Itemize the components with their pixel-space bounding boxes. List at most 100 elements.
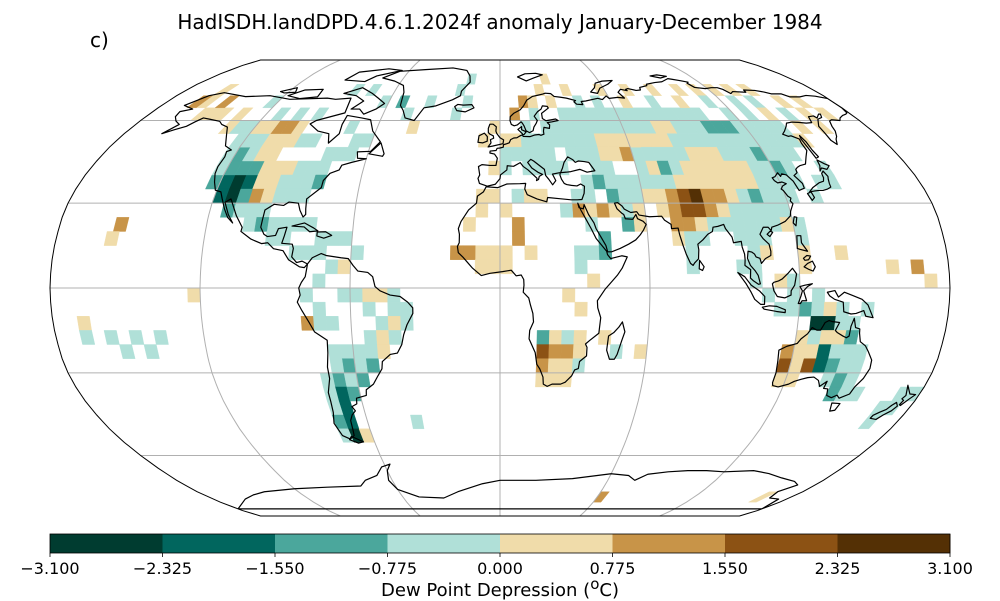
anomaly-cell [574, 259, 588, 275]
anomaly-cell [410, 414, 425, 430]
map-frame [49, 59, 951, 517]
coastline-tasmania [829, 402, 841, 412]
anomaly-cell [499, 133, 512, 148]
anomaly-cell [466, 73, 477, 85]
coastlines [161, 67, 917, 510]
anomaly-cell [595, 202, 610, 218]
anomaly-cell [671, 231, 686, 246]
coastline-novaya-zemlya [590, 79, 613, 94]
coastline-hokkaido [816, 159, 830, 172]
anomaly-cell [327, 344, 343, 359]
anomaly-cell [362, 287, 376, 303]
coastline-north-america [161, 92, 381, 269]
anomaly-cell [489, 120, 501, 134]
colorbar-label: Dew Point Depression (oC) [381, 575, 619, 601]
colorbar-tick-label: −2.325 [132, 559, 193, 578]
anomaly-cell [733, 231, 748, 246]
anomaly-cell [304, 133, 323, 148]
anomaly-cell [143, 344, 160, 359]
coastline-taiwan [792, 216, 798, 227]
anomaly-cell [423, 95, 438, 109]
colorbar-tick-label: −3.100 [20, 559, 80, 578]
anomaly-cell [342, 146, 360, 162]
anomaly-cell [670, 95, 691, 109]
anomaly-cell [511, 188, 525, 204]
anomaly-cell [313, 245, 327, 260]
anomaly-cell [461, 95, 474, 109]
coastline-kyushu [806, 191, 816, 201]
coastline-visayas [802, 254, 812, 261]
anomaly-cell [670, 217, 685, 232]
anomaly-cell [655, 202, 671, 218]
coastline-new-zealand-north [898, 384, 917, 407]
anomaly-cell [509, 107, 521, 121]
coastline-australia [771, 317, 873, 399]
anomaly-cell [337, 287, 351, 303]
anomaly-cell [499, 245, 513, 260]
coastline-madagascar [606, 321, 626, 360]
anomaly-cell [643, 95, 662, 109]
coastline-newfoundland [368, 142, 385, 157]
coastline-new-zealand-south [869, 401, 898, 421]
anomaly-cell [667, 84, 690, 96]
anomaly-cell [375, 316, 389, 331]
coastline-svalbard [516, 72, 543, 82]
anomaly-cell [311, 174, 328, 190]
coastline-tierra-del-fuego [348, 435, 365, 444]
anomaly-cell [538, 73, 551, 85]
anomaly-cell [748, 491, 778, 503]
anomaly-cell [387, 316, 402, 331]
anomaly-cell [474, 245, 488, 260]
anomaly-cell [362, 301, 376, 317]
anomaly-cell [475, 202, 489, 218]
anomaly-cell [570, 188, 585, 204]
anomaly-cell [211, 84, 240, 96]
anomaly-cell [312, 301, 327, 317]
coastline-borneo [771, 267, 798, 299]
anomaly-cell [598, 330, 612, 345]
anomaly-cell [499, 146, 512, 162]
anomaly-cell [605, 188, 621, 204]
anomaly-cell [573, 330, 587, 345]
anomaly-cell [376, 330, 390, 345]
coastline-honshu [809, 170, 832, 193]
anomaly-cell [113, 217, 130, 232]
anomaly-cell [374, 287, 388, 303]
anomaly-cell [810, 301, 825, 317]
coastline-hispaniola [316, 231, 333, 239]
anomaly-cell [786, 287, 801, 303]
anomaly-cell [399, 301, 414, 317]
anomaly-cell [365, 358, 381, 374]
coastline-sulawesi [797, 283, 813, 305]
anomaly-cell [845, 386, 866, 402]
anomaly-cell [349, 287, 363, 303]
anomaly-cell [561, 330, 575, 345]
anomaly-cell [337, 259, 351, 275]
anomaly-cell [823, 301, 838, 317]
colorbar-swatch [837, 534, 951, 553]
colorbar-tick-label: 0.775 [589, 559, 636, 578]
anomaly-cell [857, 414, 882, 430]
anomaly-cell [562, 287, 576, 303]
anomaly-cell [352, 344, 367, 359]
coastline-cuba [291, 222, 319, 233]
colorbar-swatch [612, 534, 726, 553]
anomaly-cell [388, 330, 402, 345]
coastline-victoria-island [287, 88, 324, 100]
anomaly-cell [885, 259, 900, 275]
anomaly-cell [686, 259, 700, 275]
anomaly-cell [214, 95, 241, 109]
anomaly-cell [338, 231, 353, 246]
coastline-eurasia-africa [456, 78, 848, 387]
anomaly-cell [377, 344, 391, 359]
anomaly-cell [462, 217, 476, 232]
anomaly-cell [536, 344, 550, 359]
colorbar-tick-label: 3.100 [927, 559, 973, 578]
anomaly-cell [548, 330, 563, 345]
coastline-mindanao [803, 260, 816, 272]
anomaly-cell [499, 160, 512, 176]
anomaly-cell [587, 273, 601, 289]
anomaly-cell [586, 245, 600, 260]
coastline-luzon [796, 235, 809, 252]
